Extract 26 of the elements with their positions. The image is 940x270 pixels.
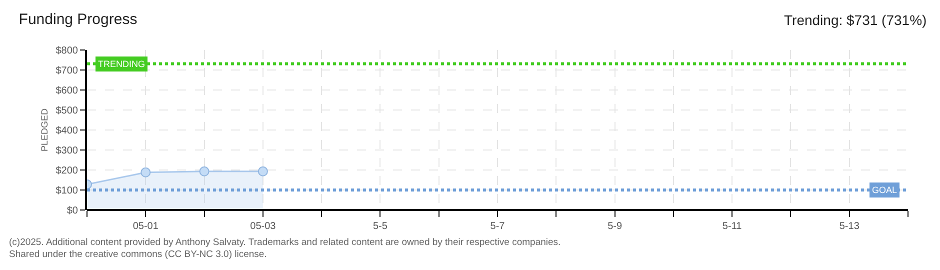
x-tick-label: 5-5 [372,221,388,232]
y-tick-label: $500 [56,106,78,116]
x-tick-label: 05-03 [250,221,276,232]
x-tick-label: 05-01 [132,221,159,232]
point [258,166,268,176]
y-tick-label: $200 [56,166,78,176]
text: (c)2025. Additional content provided by Anthony Salvaty. Trademarks and related content are owned by their respective companies. [9,237,561,248]
point [199,166,210,176]
y-tick-label: $700 [56,66,78,76]
y-tick-label: $400 [56,126,78,136]
x-tick-label: 5-7 [490,221,506,232]
text: Trending: $731 (731%) [784,12,927,28]
ref-line-label: TRENDING [98,59,145,69]
y-tick-label: $300 [56,146,78,156]
y-tick-label: $0 [66,206,78,216]
y-axis-title: PLEDGED [40,108,50,152]
y-tick-label: $100 [56,186,78,196]
x-tick-label: 5-11 [722,221,742,232]
x-tick-label: 5-13 [839,221,860,232]
x-tick-label: 5-9 [608,221,622,232]
y-tick-label: $800 [56,46,78,56]
ref-line-label: GOAL [872,185,898,195]
y-tick-label: $600 [56,86,78,96]
chart-title: Funding Progress [18,11,138,28]
point [140,167,151,178]
text: Shared under the creative commons (CC BY-NC 3.0) license. [9,249,267,260]
